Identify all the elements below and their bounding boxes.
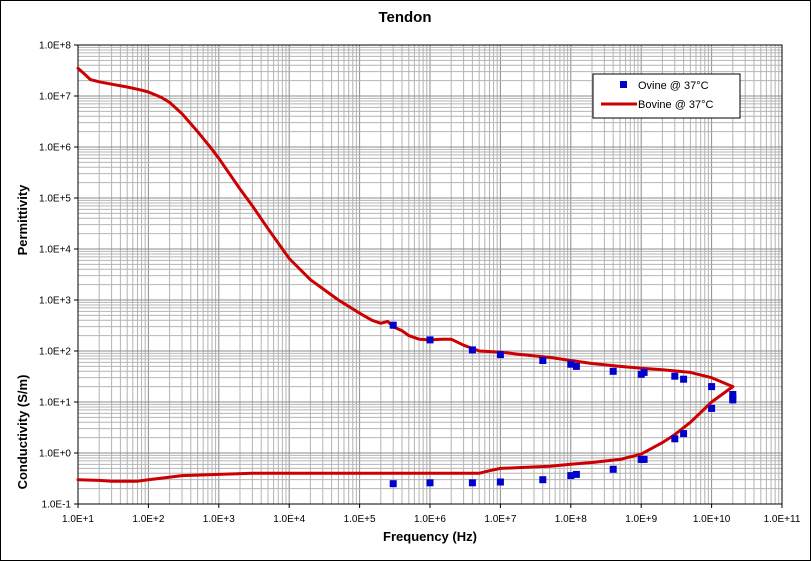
bovine-conductivity-line [76,385,735,483]
ovine-data-point [640,455,648,463]
y-tick-label: 1.0E+3 [39,296,71,307]
x-axis-label: Frequency (Hz) [383,529,477,544]
ovine-data-point [426,336,434,344]
x-tick-label: 1.0E+11 [764,514,801,525]
y-tick-label: 1.0E+1 [39,398,71,409]
ovine-data-point [640,368,648,376]
y-tick-labels: 1.0E-1 1.0E+0 1.0E+1 1.0E+2 1.0E+3 1.0E+4 1.0E… [39,41,78,511]
y-tick-label: 1.0E-1 [42,500,72,511]
ovine-data-point [572,362,580,370]
ovine-data-point [567,360,575,368]
legend-box [592,73,741,119]
bovine-permittivity-line [76,66,735,389]
x-tick-label: 1.0E+1 [62,514,94,525]
ovine-data-point [572,470,580,478]
ovine-data-point [389,480,397,488]
ovine-data-point [708,383,716,391]
y-tick-label: 1.0E+4 [39,245,71,256]
legend-bovine-label: Bovine @ 37°C [638,99,714,111]
ovine-data-point [729,396,737,404]
x-tick-label: 1.0E+6 [414,514,446,525]
legend-ovine-marker [620,81,627,88]
chart-title: Tendon [378,9,431,26]
y-tick-label: 1.0E+7 [39,92,71,103]
y-tick-label: 1.0E+6 [39,143,71,154]
ovine-data-point [496,478,504,486]
legend-ovine-label: Ovine @ 37°C [638,80,709,92]
y-tick-label: 1.0E+2 [39,347,71,358]
x-tick-label: 1.0E+10 [693,514,731,525]
ovine-data-point [567,472,575,480]
ovine-data-point [539,357,547,364]
x-tick-label: 1.0E+4 [273,514,305,525]
x-tick-label: 1.0E+5 [344,514,376,525]
legend: Ovine @ 37°C Bovine @ 37°C [592,73,741,119]
ovine-data-point [609,465,617,473]
x-tick-label: 1.0E+3 [203,514,235,525]
ovine-data-point [680,375,688,383]
ovine-data-point [468,346,476,354]
ovine-data-point [389,321,397,329]
ovine-data-point [539,476,547,484]
x-tick-label: 1.0E+8 [555,514,587,525]
ovine-data-point [708,404,716,412]
ovine-data-point [468,479,476,487]
x-tick-labels: 1.0E+1 1.0E+2 1.0E+3 1.0E+4 1.0E+5 1.0E+6 1.0E… [62,504,801,525]
ovine-data-point [496,351,504,359]
grid-lines [77,45,782,505]
ovine-data-point [609,367,617,375]
y-axis-label-conductivity: Conductivity (S/m) [15,375,30,490]
y-tick-label: 1.0E+5 [39,194,71,205]
x-tick-label: 1.0E+2 [132,514,164,525]
y-axis-label-permittivity: Permittivity [15,184,30,256]
y-tick-label: 1.0E+0 [39,449,71,460]
ovine-data-point [671,372,679,380]
ovine-data-point [680,430,688,438]
ovine-data-point [671,435,679,443]
x-tick-label: 1.0E+9 [625,514,657,525]
ovine-series [389,321,737,488]
y-tick-label: 1.0E+8 [39,41,71,52]
x-tick-label: 1.0E+7 [484,514,516,525]
bovine-series [76,66,735,483]
ovine-data-point [426,479,434,487]
